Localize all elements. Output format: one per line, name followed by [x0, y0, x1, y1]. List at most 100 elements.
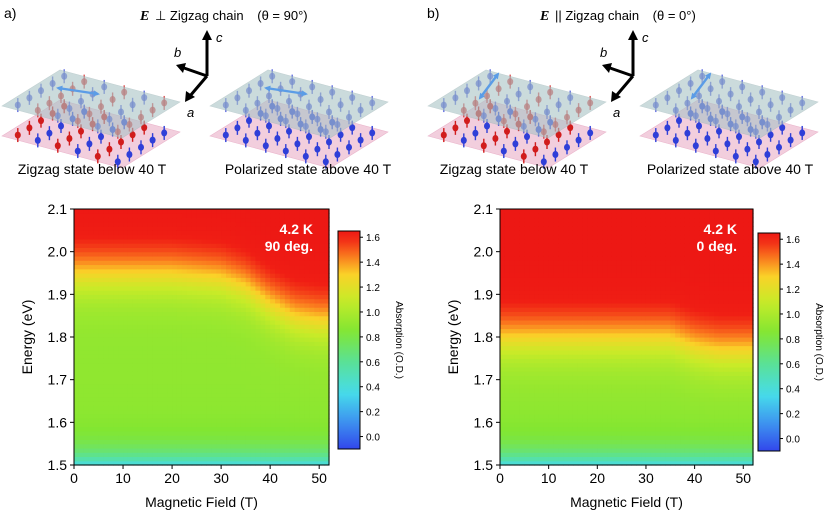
heatmap-cell	[132, 311, 139, 317]
heatmap-cell	[509, 298, 516, 304]
heatmap-cell	[597, 452, 603, 458]
heatmap-cell	[186, 209, 193, 214]
heatmap-cell	[324, 238, 330, 244]
heatmap-cell	[211, 217, 217, 223]
heatmap-cell	[191, 315, 198, 321]
heatmap-cell	[172, 209, 178, 214]
spin-site	[460, 136, 467, 144]
heatmap-cell	[572, 268, 579, 274]
heatmap-cell	[592, 371, 598, 376]
heatmap-cell	[250, 328, 257, 334]
heatmap-cell	[152, 294, 158, 300]
heatmap-cell	[181, 324, 188, 330]
heatmap-cell	[167, 238, 173, 244]
heatmap-cell	[123, 264, 129, 270]
heatmap-cell	[284, 264, 291, 270]
heatmap-cell	[88, 426, 95, 432]
heatmap-cell	[265, 375, 271, 381]
heatmap-cell	[514, 435, 521, 440]
heatmap-cell	[289, 366, 296, 372]
heatmap-cell	[572, 315, 579, 321]
heatmap-cell	[324, 268, 330, 274]
heatmap-cell	[270, 226, 276, 231]
heatmap-cell	[558, 268, 564, 274]
heatmap-cell	[582, 452, 589, 458]
heatmap-cell	[289, 213, 296, 219]
heatmap-cell	[201, 354, 207, 359]
heatmap-cell	[592, 332, 598, 338]
heatmap-cell	[245, 221, 252, 227]
heatmap-cell	[78, 213, 85, 219]
heatmap-cell	[74, 260, 80, 266]
heatmap-cell	[509, 362, 516, 368]
spin-site	[274, 135, 281, 143]
heatmap-cell	[118, 341, 124, 347]
heatmap-cell	[216, 413, 222, 419]
heatmap-cell	[245, 268, 252, 274]
heatmap-cell	[519, 221, 525, 227]
heatmap-cell	[548, 354, 555, 359]
heatmap-cell	[186, 298, 193, 304]
heatmap-cell	[78, 439, 85, 445]
heatmap-cell	[500, 213, 506, 219]
heatmap-cell	[235, 345, 242, 351]
heatmap-cell	[245, 435, 252, 440]
heatmap-cell	[568, 447, 574, 453]
heatmap-cell	[221, 217, 227, 223]
heatmap-cell	[568, 456, 574, 462]
heatmap-cell	[103, 324, 109, 330]
heatmap-cell	[221, 238, 227, 244]
heatmap-cell	[534, 221, 540, 227]
heatmap-cell	[216, 447, 222, 453]
heatmap-cell	[582, 443, 589, 449]
heatmap-cell	[206, 409, 212, 415]
heatmap-cell	[299, 447, 306, 453]
heatmap-cell	[240, 332, 247, 338]
heatmap-cell	[167, 460, 173, 466]
heatmap-cell	[162, 358, 168, 364]
heatmap-cell	[284, 375, 291, 381]
heatmap-cell	[255, 285, 261, 291]
heatmap-cell	[294, 375, 301, 381]
heatmap-cell	[504, 366, 511, 372]
heatmap-cell	[176, 319, 183, 325]
heatmap-cell	[582, 439, 589, 445]
heatmap-cell	[98, 238, 105, 244]
heatmap-cell	[592, 413, 598, 419]
heatmap-cell	[572, 226, 579, 231]
heatmap-cell	[592, 447, 598, 453]
heatmap-cell	[538, 332, 545, 338]
heatmap-cell	[93, 315, 100, 321]
heatmap-cell	[289, 221, 296, 227]
heatmap-cell	[211, 362, 217, 368]
heatmap-cell	[304, 447, 310, 453]
heatmap-cell	[235, 430, 242, 436]
heatmap-cell	[74, 409, 80, 415]
heatmap-cell	[152, 234, 158, 240]
heatmap-cell	[132, 337, 139, 342]
heatmap-cell	[206, 251, 212, 257]
heatmap-cell	[577, 315, 584, 321]
heatmap-cell	[265, 362, 271, 368]
heatmap-cell	[216, 290, 222, 295]
heatmap-cell	[500, 418, 506, 423]
heatmap-cell	[309, 307, 315, 312]
heatmap-cell	[543, 388, 550, 394]
heatmap-cell	[284, 396, 291, 402]
heatmap-cell	[319, 226, 325, 231]
heatmap-cell	[524, 324, 530, 330]
heatmap-cell	[127, 302, 134, 308]
heatmap-cell	[582, 460, 589, 466]
heatmap-cell	[260, 328, 266, 334]
heatmap-cell	[88, 332, 95, 338]
heatmap-cell	[142, 234, 149, 240]
heatmap-cell	[260, 294, 266, 300]
heatmap-cell	[255, 264, 261, 270]
heatmap-cell	[201, 435, 207, 440]
heatmap-cell	[93, 226, 100, 231]
heatmap-cell	[211, 332, 217, 338]
heatmap-cell	[176, 341, 183, 347]
heatmap-cell	[230, 273, 237, 278]
heatmap-cell	[577, 366, 584, 372]
heatmap-cell	[142, 379, 149, 385]
